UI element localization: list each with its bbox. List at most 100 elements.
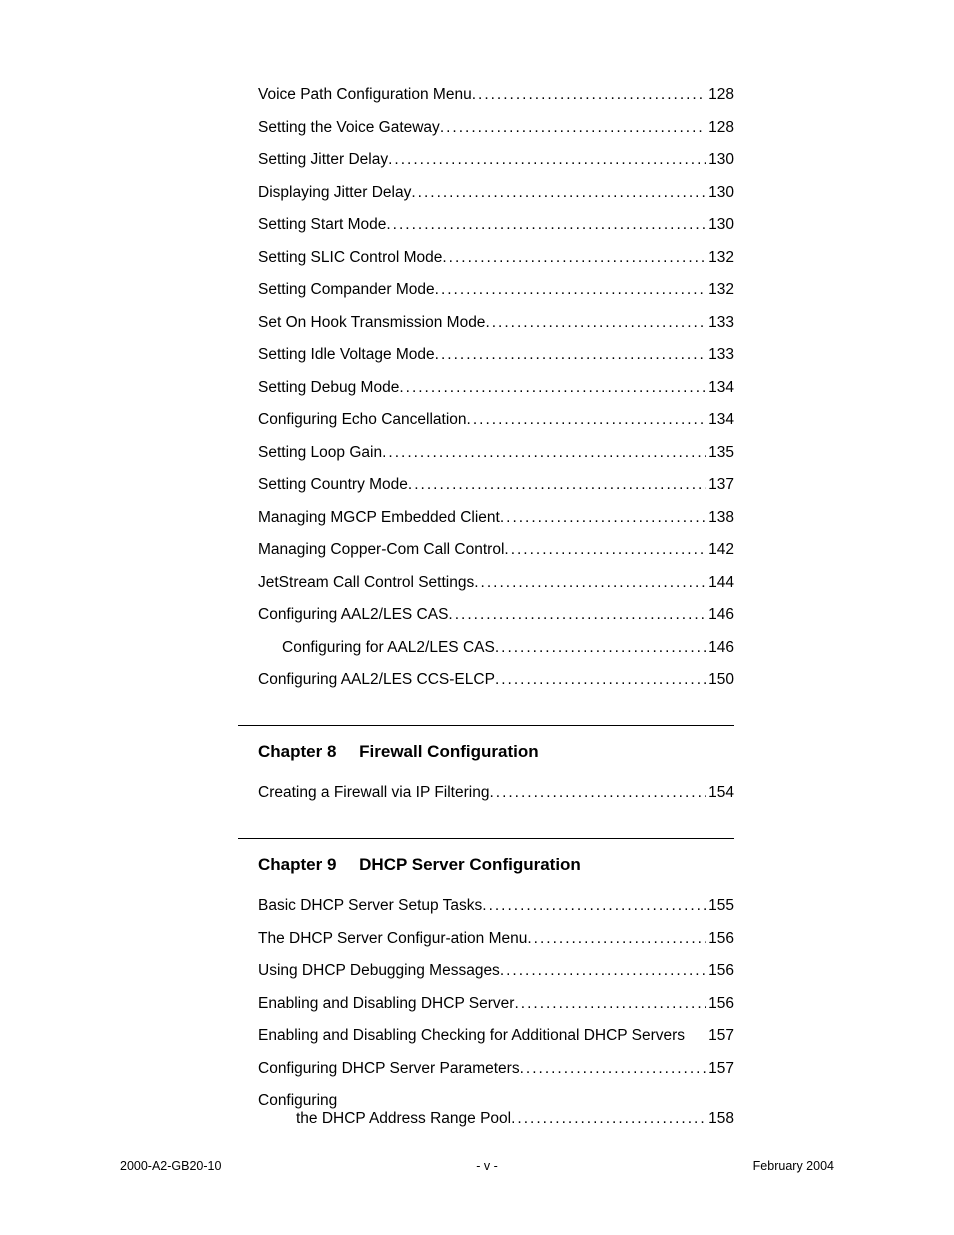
toc-entry[interactable]: Configuring Echo Cancellation 134 bbox=[258, 411, 734, 429]
toc-entry-page: 157 bbox=[708, 1060, 734, 1078]
toc-leader-dots bbox=[442, 249, 706, 267]
toc-entry-page: 158 bbox=[708, 1110, 734, 1128]
toc-entry-page: 154 bbox=[708, 784, 734, 802]
toc-entry-page: 146 bbox=[708, 606, 734, 624]
toc-leader-dots bbox=[500, 962, 706, 980]
toc-entry[interactable]: Setting Country Mode 137 bbox=[258, 476, 734, 494]
toc-entry[interactable]: JetStream Call Control Settings144 bbox=[258, 574, 734, 592]
chapter-heading-8: Chapter 8 Firewall Configuration bbox=[258, 742, 834, 762]
toc-entry-page: 146 bbox=[708, 639, 734, 657]
toc-entry[interactable]: Setting Jitter Delay 130 bbox=[258, 151, 734, 169]
toc-entry[interactable]: Setting SLIC Control Mode 132 bbox=[258, 249, 734, 267]
toc-entry-text: Setting SLIC Control Mode bbox=[258, 249, 442, 267]
toc-entry[interactable]: Setting Start Mode130 bbox=[258, 216, 734, 234]
document-page: Voice Path Configuration Menu128 Setting … bbox=[0, 0, 954, 1128]
toc-entry[interactable]: Set On Hook Transmission Mode 133 bbox=[258, 314, 734, 332]
toc-entry-page: 135 bbox=[708, 444, 734, 462]
toc-entry-page: 133 bbox=[708, 314, 734, 332]
toc-leader-dots bbox=[467, 411, 707, 429]
chapter-label: Chapter 9 bbox=[258, 855, 336, 874]
toc-entry[interactable]: Setting the Voice Gateway 128 bbox=[258, 119, 734, 137]
toc-leader-dots bbox=[386, 216, 706, 234]
toc-entry-page: 142 bbox=[708, 541, 734, 559]
toc-entry[interactable]: Managing Copper-Com Call Control 142 bbox=[258, 541, 734, 559]
toc-entry[interactable]: Configuringthe DHCP Address Range Pool 15… bbox=[258, 1092, 734, 1128]
toc-entry-text: Basic DHCP Server Setup Tasks bbox=[258, 897, 482, 915]
toc-entry-text: Set On Hook Transmission Mode bbox=[258, 314, 485, 332]
toc-entry-text: Configuring AAL2/LES CCS-ELCP bbox=[258, 671, 495, 689]
toc-entry-text: Setting Jitter Delay bbox=[258, 151, 388, 169]
chapter-heading-9: Chapter 9 DHCP Server Configuration bbox=[258, 855, 834, 875]
toc-entry-page: 157 bbox=[708, 1027, 734, 1045]
footer-doc-number: 2000-A2-GB20-10 bbox=[120, 1159, 221, 1173]
toc-section-chapter-9: Basic DHCP Server Setup Tasks 155 The DHCP… bbox=[258, 897, 734, 1128]
toc-entry[interactable]: Basic DHCP Server Setup Tasks 155 bbox=[258, 897, 734, 915]
toc-entry[interactable]: Using DHCP Debugging Messages156 bbox=[258, 962, 734, 980]
toc-entry[interactable]: Creating a Firewall via IP Filtering154 bbox=[258, 784, 734, 802]
toc-entry-page: 144 bbox=[708, 574, 734, 592]
toc-leader-dots bbox=[511, 1110, 706, 1128]
toc-leader-dots bbox=[485, 314, 706, 332]
toc-entry[interactable]: Managing MGCP Embedded Client138 bbox=[258, 509, 734, 527]
toc-entry-page: 156 bbox=[708, 930, 734, 948]
toc-entry-page: 150 bbox=[708, 671, 734, 689]
toc-entry-text: Setting Loop Gain bbox=[258, 444, 382, 462]
toc-entry[interactable]: Configuring AAL2/LES CCS-ELCP 150 bbox=[258, 671, 734, 689]
toc-leader-dots bbox=[500, 509, 706, 527]
toc-entry-text: Setting Start Mode bbox=[258, 216, 386, 234]
toc-entry-text: Configuring Echo Cancellation bbox=[258, 411, 467, 429]
toc-entry[interactable]: Configuring AAL2/LES CAS146 bbox=[258, 606, 734, 624]
toc-entry-text: the DHCP Address Range Pool bbox=[296, 1110, 511, 1128]
toc-entry-text: Setting Idle Voltage Mode bbox=[258, 346, 435, 364]
footer-date: February 2004 bbox=[753, 1159, 834, 1173]
toc-entry-text: Setting the Voice Gateway bbox=[258, 119, 440, 137]
toc-leader-dots bbox=[527, 930, 706, 948]
toc-entry[interactable]: Voice Path Configuration Menu128 bbox=[258, 86, 734, 104]
toc-entry-page: 155 bbox=[708, 897, 734, 915]
toc-entry[interactable]: Displaying Jitter Delay130 bbox=[258, 184, 734, 202]
toc-section-continued: Voice Path Configuration Menu128 Setting … bbox=[258, 86, 734, 689]
page-footer: 2000-A2-GB20-10 - v - February 2004 bbox=[120, 1159, 834, 1173]
chapter-label: Chapter 8 bbox=[258, 742, 336, 761]
toc-entry-page: 128 bbox=[708, 119, 734, 137]
toc-entry-text: Managing Copper-Com Call Control bbox=[258, 541, 504, 559]
toc-entry-text: Configuring for AAL2/LES CAS bbox=[282, 639, 495, 657]
toc-entry-text: The DHCP Server Configur-ation Menu bbox=[258, 930, 527, 948]
toc-entry-text: Setting Compander Mode bbox=[258, 281, 435, 299]
toc-entry[interactable]: Setting Loop Gain 135 bbox=[258, 444, 734, 462]
toc-entry-page: 137 bbox=[708, 476, 734, 494]
toc-entry[interactable]: Configuring for AAL2/LES CAS 146 bbox=[282, 639, 734, 657]
toc-entry-page: 132 bbox=[708, 281, 734, 299]
toc-leader-dots bbox=[474, 574, 706, 592]
toc-leader-dots bbox=[489, 784, 706, 802]
toc-leader-dots bbox=[514, 995, 706, 1013]
toc-entry[interactable]: Enabling and Disabling DHCP Server156 bbox=[258, 995, 734, 1013]
toc-leader-dots bbox=[448, 606, 706, 624]
toc-entry-text: Displaying Jitter Delay bbox=[258, 184, 411, 202]
toc-entry[interactable]: Configuring DHCP Server Parameters 157 bbox=[258, 1060, 734, 1078]
toc-entry-text: Configuring bbox=[258, 1092, 734, 1110]
toc-entry[interactable]: Enabling and Disabling Checking for Addi… bbox=[258, 1027, 734, 1045]
toc-leader-dots bbox=[495, 639, 706, 657]
toc-entry-text: Managing MGCP Embedded Client bbox=[258, 509, 500, 527]
chapter-title: Firewall Configuration bbox=[359, 742, 538, 761]
toc-entry-text: Enabling and Disabling Checking for Addi… bbox=[258, 1027, 685, 1045]
section-divider bbox=[238, 725, 734, 726]
toc-leader-dots bbox=[382, 444, 706, 462]
toc-entry-text: Configuring DHCP Server Parameters bbox=[258, 1060, 520, 1078]
toc-entry-text: Using DHCP Debugging Messages bbox=[258, 962, 500, 980]
toc-entry[interactable]: Setting Idle Voltage Mode133 bbox=[258, 346, 734, 364]
toc-leader-dots bbox=[504, 541, 706, 559]
toc-entry[interactable]: Setting Compander Mode 132 bbox=[258, 281, 734, 299]
section-divider bbox=[238, 838, 734, 839]
toc-entry-page: 134 bbox=[708, 411, 734, 429]
toc-entry[interactable]: Setting Debug Mode134 bbox=[258, 379, 734, 397]
toc-entry[interactable]: The DHCP Server Configur-ation Menu 156 bbox=[258, 930, 734, 948]
toc-leader-dots bbox=[495, 671, 706, 689]
toc-leader-dots bbox=[388, 151, 706, 169]
toc-entry-page: 132 bbox=[708, 249, 734, 267]
toc-leader-dots bbox=[472, 86, 706, 104]
toc-entry-text: Setting Country Mode bbox=[258, 476, 408, 494]
toc-entry-page: 130 bbox=[708, 151, 734, 169]
toc-entry-text: Enabling and Disabling DHCP Server bbox=[258, 995, 514, 1013]
